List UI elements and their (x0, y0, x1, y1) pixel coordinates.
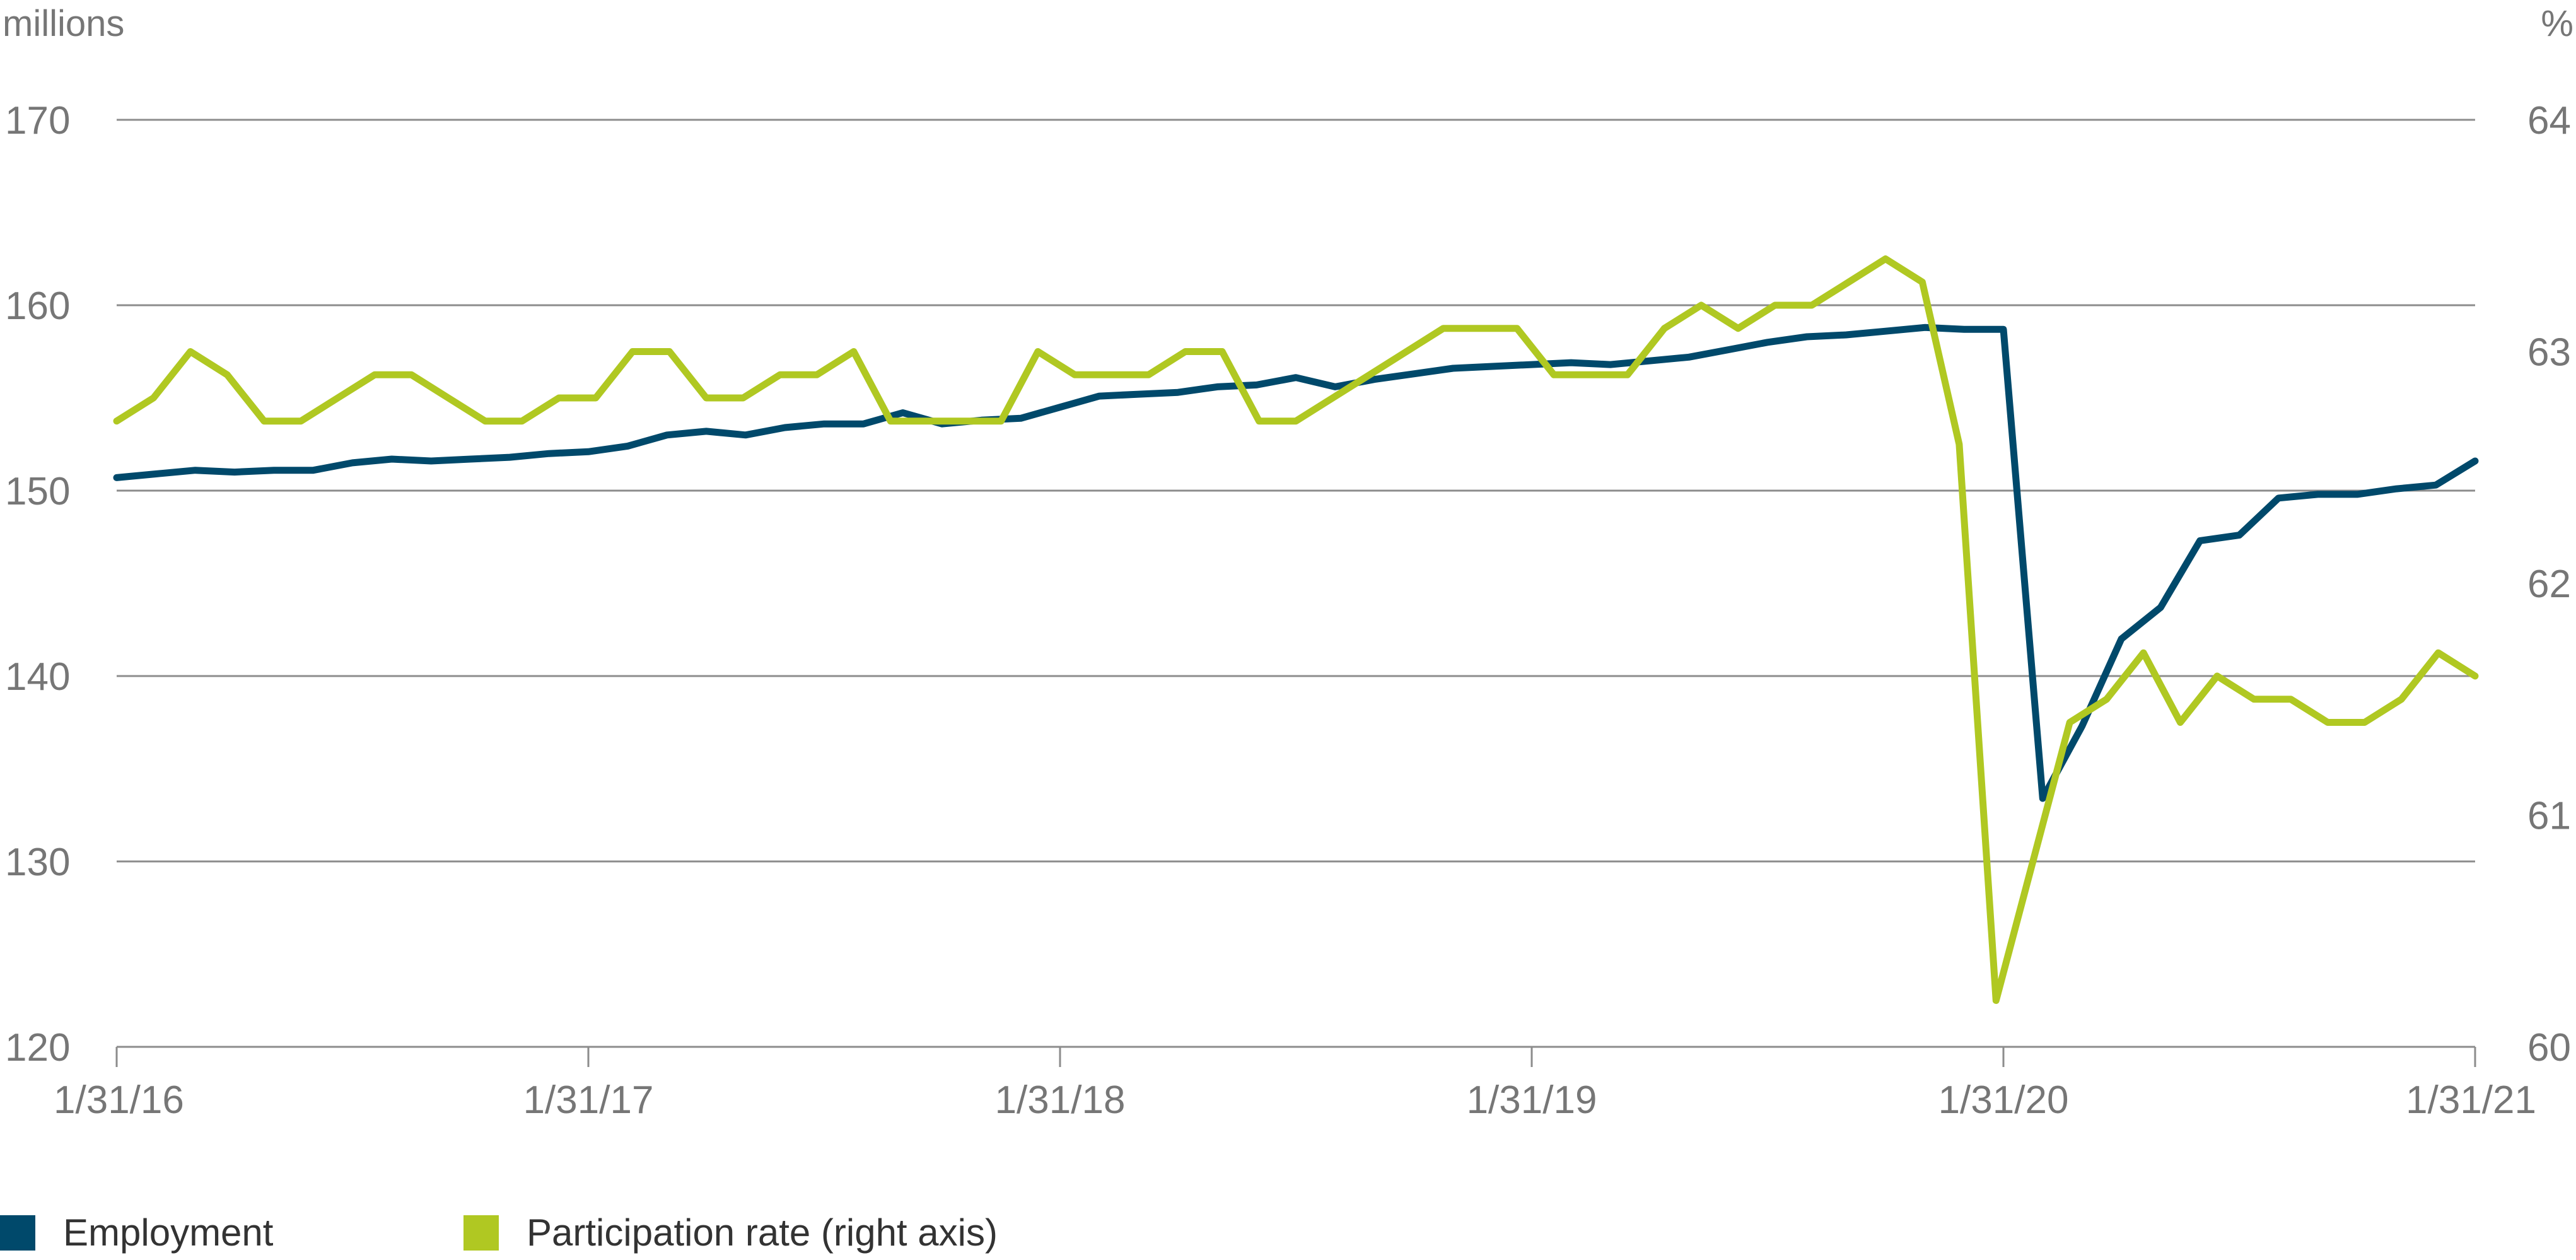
legend-item-participation-rate: Participation rate (right axis) (463, 1211, 998, 1254)
x-tick-label-1-31-18: 1/31/18 (995, 1078, 1126, 1122)
x-tick-label-1-31-21: 1/31/21 (2406, 1078, 2536, 1122)
left-tick-label-160: 160 (5, 284, 70, 328)
left-tick-label-170: 170 (5, 99, 70, 143)
left-tick-label-140: 140 (5, 655, 70, 699)
left-axis-unit-label: millions (3, 3, 125, 44)
right-tick-label-63: 63 (2527, 331, 2571, 375)
left-axis-ticks: 170 160 150 140 130 120 (5, 99, 70, 1070)
legend-label-participation-rate: Participation rate (right axis) (527, 1211, 998, 1254)
right-tick-label-62: 62 (2527, 563, 2571, 606)
legend-swatch-employment (0, 1215, 35, 1251)
x-tick-label-1-31-16: 1/31/16 (54, 1078, 184, 1122)
legend-label-employment: Employment (63, 1211, 274, 1254)
legend-item-employment: Employment (0, 1211, 273, 1254)
series-lines (113, 255, 2479, 1004)
right-tick-label-60: 60 (2527, 1026, 2571, 1070)
left-tick-label-130: 130 (5, 841, 70, 884)
right-tick-label-64: 64 (2527, 99, 2571, 143)
participation-rate-line (113, 255, 2479, 1004)
right-axis-unit-label: % (2541, 3, 2573, 44)
legend-swatch-participation-rate (463, 1215, 499, 1251)
employment-line (113, 324, 2479, 802)
right-axis-ticks: 64 63 62 61 60 (2527, 99, 2571, 1070)
x-tick-label-1-31-17: 1/31/17 (523, 1078, 654, 1122)
x-tick-label-1-31-19: 1/31/19 (1467, 1078, 1597, 1122)
x-tick-label-1-31-20: 1/31/20 (1938, 1078, 2069, 1122)
x-axis: 1/31/16 1/31/17 1/31/18 1/31/19 1/31/20 1/31/… (54, 1046, 2536, 1122)
left-tick-label-150: 150 (5, 470, 70, 513)
right-tick-label-61: 61 (2527, 795, 2571, 838)
left-tick-label-120: 120 (5, 1026, 70, 1070)
gridlines (117, 119, 2475, 863)
